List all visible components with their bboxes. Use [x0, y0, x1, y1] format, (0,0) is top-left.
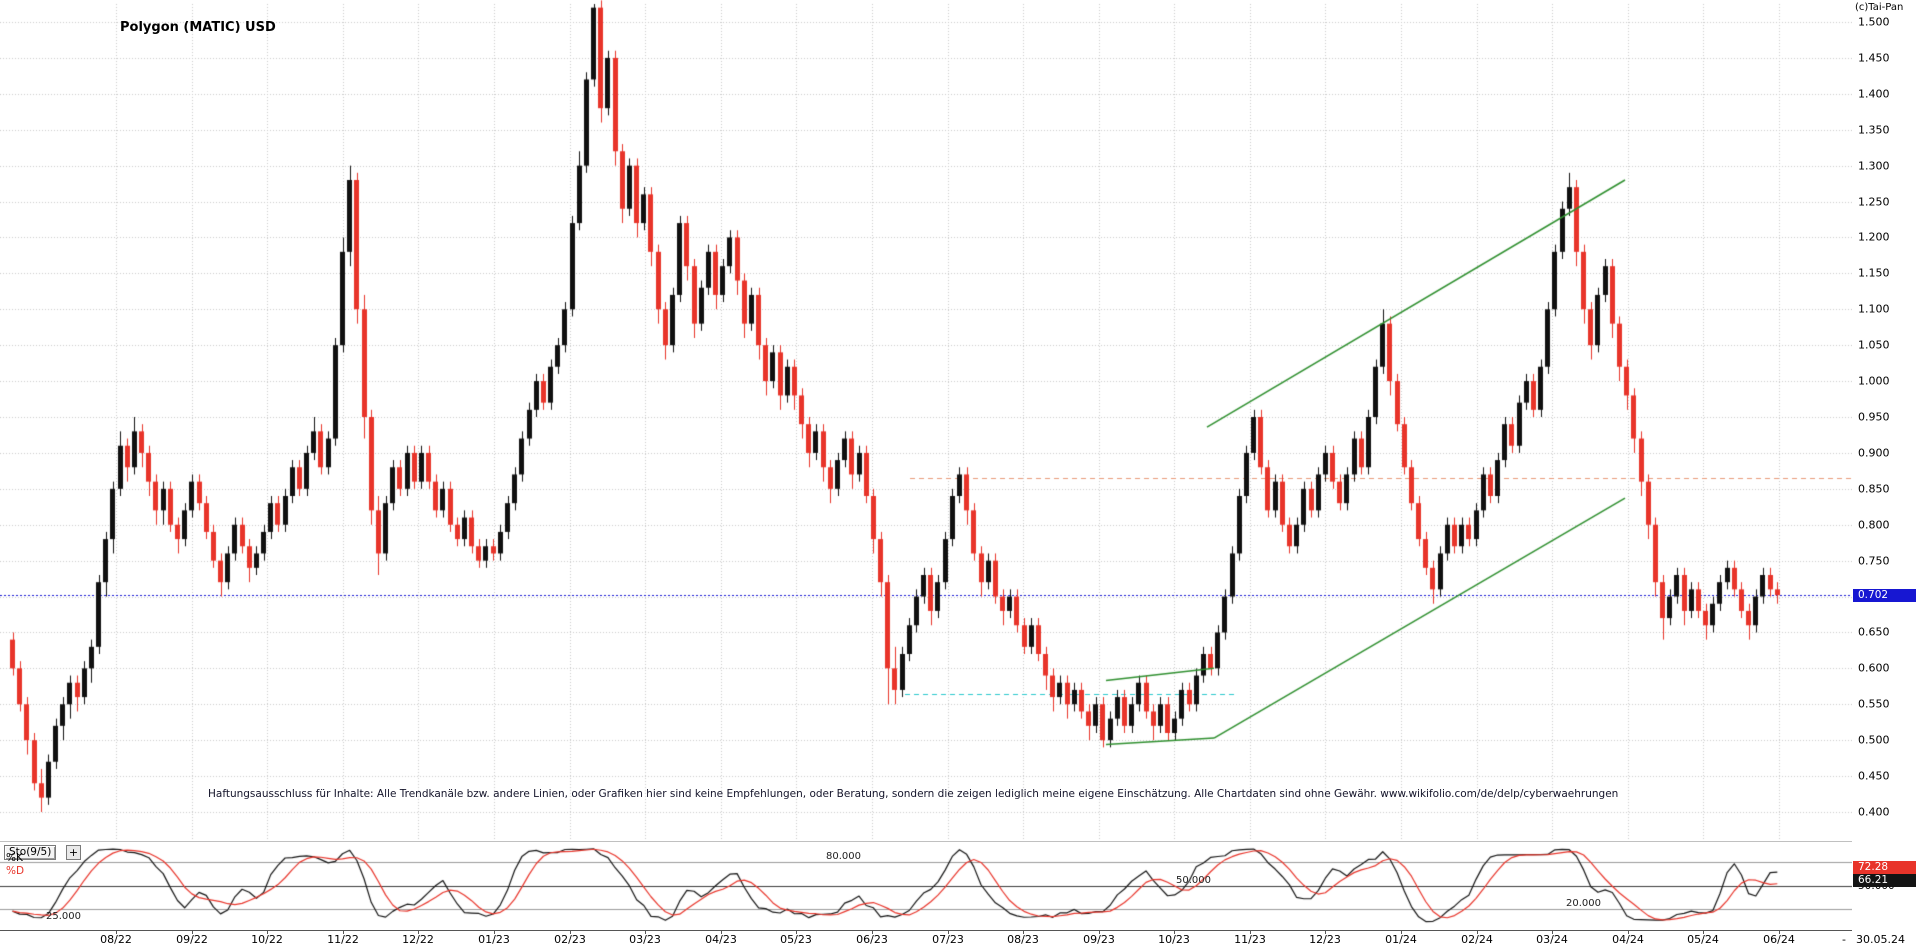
date-axis-tick: [1174, 930, 1175, 934]
stoch-k-label: %K: [6, 852, 23, 864]
date-axis-tick: [721, 930, 722, 934]
date-axis-tick: [872, 930, 873, 934]
date-axis-tick: [1779, 930, 1780, 934]
last-price-badge: 0.702: [1853, 589, 1916, 602]
price-axis-label: 0.400: [1858, 805, 1890, 819]
date-axis-tick: [1250, 930, 1251, 934]
date-axis-label: 01/23: [478, 933, 510, 946]
stoch-corner-label: 25.000: [46, 911, 81, 922]
price-axis-label: 1.300: [1858, 159, 1890, 173]
price-axis-label: 1.050: [1858, 338, 1890, 352]
date-axis-tick: [1628, 930, 1629, 934]
date-axis-tick: [1477, 930, 1478, 934]
stoch-level-label: 80.000: [826, 851, 861, 863]
price-axis-label: 0.950: [1858, 410, 1890, 424]
date-axis-label: 12/23: [1309, 933, 1341, 946]
date-axis-label: 10/22: [251, 933, 283, 946]
chart-title: Polygon (MATIC) USD: [120, 20, 276, 35]
date-axis-label: 04/24: [1612, 933, 1644, 946]
date-axis-tick: [645, 930, 646, 934]
date-axis-label: 01/24: [1385, 933, 1417, 946]
date-axis-label: 11/22: [327, 933, 359, 946]
date-axis-tick: [1401, 930, 1402, 934]
date-axis-end-dash: -: [1842, 933, 1846, 946]
panel-separator: [0, 841, 1852, 842]
date-axis-label: 09/23: [1083, 933, 1115, 946]
date-axis-label: 02/23: [554, 933, 586, 946]
stoch-indicator-box[interactable]: Sto(9/5): [4, 845, 57, 860]
stoch-indicator-label: Sto(9/5): [9, 846, 52, 858]
date-axis-label: 08/23: [1007, 933, 1039, 946]
date-axis-label: 05/24: [1687, 933, 1719, 946]
date-axis-label: 08/22: [100, 933, 132, 946]
disclaimer-text: Haftungsausschluss für Inhalte: Alle Tre…: [208, 788, 1619, 800]
date-axis-tick: [796, 930, 797, 934]
date-axis-tick: [116, 930, 117, 934]
stoch-d-value-badge: 72.28: [1853, 861, 1916, 874]
stoch-k-value-badge: 66.21: [1853, 874, 1916, 887]
price-chart-canvas[interactable]: [0, 0, 1852, 843]
copyright-label: (c)Tai-Pan: [1855, 2, 1904, 13]
date-axis-label: 06/23: [856, 933, 888, 946]
date-axis-tick: [1552, 930, 1553, 934]
date-axis-label: 04/23: [705, 933, 737, 946]
date-axis-tick: [948, 930, 949, 934]
price-axis-label: 1.250: [1858, 195, 1890, 209]
price-axis-label: 1.150: [1858, 266, 1890, 280]
price-axis-label: 1.000: [1858, 374, 1890, 388]
price-axis-label: 0.450: [1858, 769, 1890, 783]
date-axis-tick: [1099, 930, 1100, 934]
date-axis-label: 07/23: [932, 933, 964, 946]
stoch-level-label: 20.000: [1566, 897, 1601, 909]
indicator-add-button[interactable]: +: [66, 845, 81, 860]
stoch-level-label: 50.000: [1176, 874, 1211, 886]
price-axis-label: 1.450: [1858, 51, 1890, 65]
price-axis-label: 0.750: [1858, 554, 1890, 568]
date-axis-label: 05/23: [780, 933, 812, 946]
date-axis-tick: [1703, 930, 1704, 934]
price-axis-label: 0.800: [1858, 518, 1890, 532]
date-axis-label: 12/22: [402, 933, 434, 946]
price-axis-label: 0.550: [1858, 697, 1890, 711]
price-axis-label: 0.650: [1858, 625, 1890, 639]
price-axis-label: 1.500: [1858, 15, 1890, 29]
date-axis-label: 02/24: [1461, 933, 1493, 946]
date-axis-label: 03/23: [629, 933, 661, 946]
date-axis-label: 10/23: [1158, 933, 1190, 946]
date-axis-label: 06/24: [1763, 933, 1795, 946]
date-axis-tick: [570, 930, 571, 934]
date-axis-tick: [494, 930, 495, 934]
date-axis-tick: [267, 930, 268, 934]
price-axis-label: 0.600: [1858, 661, 1890, 675]
price-axis-label: 1.200: [1858, 230, 1890, 244]
stoch-d-label: %D: [6, 865, 25, 877]
date-axis-label: 11/23: [1234, 933, 1266, 946]
last-date-label: 30.05.24: [1856, 933, 1905, 946]
price-axis-label: 1.400: [1858, 87, 1890, 101]
price-axis-label: 0.500: [1858, 733, 1890, 747]
date-axis-tick: [192, 930, 193, 934]
date-axis-tick: [1325, 930, 1326, 934]
date-axis-tick: [1023, 930, 1024, 934]
price-axis-label: 1.100: [1858, 302, 1890, 316]
date-axis-tick: [343, 930, 344, 934]
date-axis-label: 09/22: [176, 933, 208, 946]
date-axis: [0, 930, 1852, 931]
date-axis-label: 03/24: [1536, 933, 1568, 946]
stochastic-canvas[interactable]: [0, 843, 1852, 930]
date-axis-tick: [418, 930, 419, 934]
price-axis-label: 0.850: [1858, 482, 1890, 496]
price-axis-label: 0.900: [1858, 446, 1890, 460]
price-axis-label: 1.350: [1858, 123, 1890, 137]
